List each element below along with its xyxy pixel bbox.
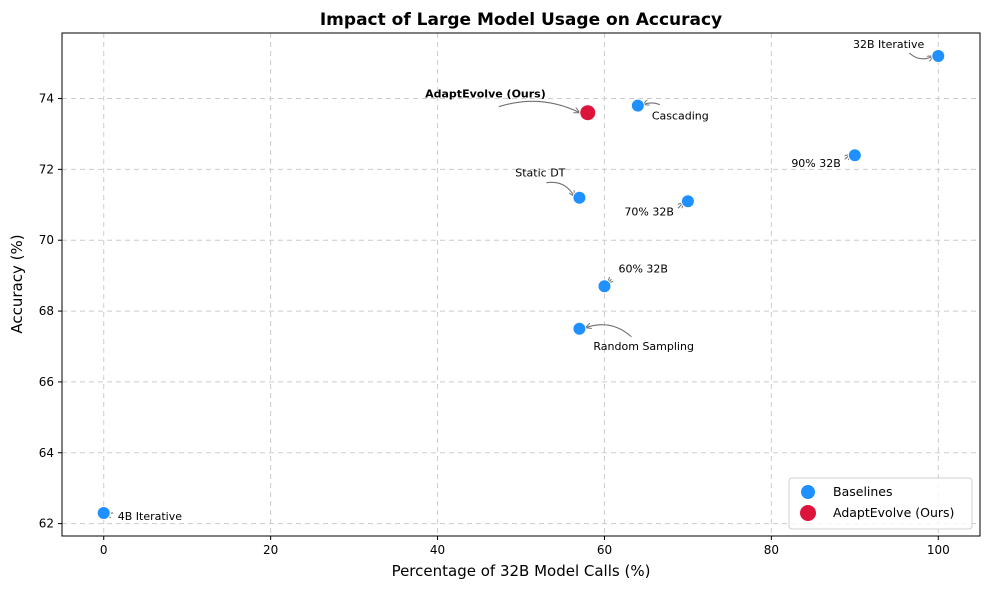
y-tick-label: 62 <box>39 517 54 531</box>
annotation-arrow-32b-iterative <box>908 52 933 59</box>
legend-label-baselines: Baselines <box>833 484 893 499</box>
annotation-4b-iterative: 4B Iterative <box>118 510 183 523</box>
legend: Baselines AdaptEvolve (Ours) <box>788 477 973 530</box>
point-90-32b <box>847 148 862 163</box>
annotation-90-32b: 90% 32B <box>791 157 841 170</box>
point-cascading <box>630 98 645 113</box>
point-4b-iterative <box>96 505 111 520</box>
y-tick-label: 66 <box>39 375 54 389</box>
annotation-arrow-cascading <box>643 103 661 105</box>
point-70-32b <box>680 194 695 209</box>
y-tick-label: 64 <box>39 446 54 460</box>
legend-marker-baselines <box>801 485 815 499</box>
x-tick-label: 80 <box>764 543 779 557</box>
annotation-32b-iterative: 32B Iterative <box>853 38 925 51</box>
annotation-60-32b: 60% 32B <box>618 262 668 275</box>
annotation-arrow-adaptevolve-ours <box>498 100 580 112</box>
point-adaptevolve-ours <box>579 104 597 122</box>
x-tick-label: 0 <box>100 543 108 557</box>
x-tick-label: 20 <box>263 543 278 557</box>
y-tick-label: 68 <box>39 304 54 318</box>
annotation-70-32b: 70% 32B <box>624 205 674 218</box>
y-tick-label: 74 <box>39 92 54 106</box>
point-static-dt <box>572 190 587 205</box>
legend-label-adaptevolve: AdaptEvolve (Ours) <box>833 505 954 520</box>
annotation-arrow-static-dt <box>546 181 574 196</box>
annotation-arrow-random-sampling <box>585 325 632 338</box>
point-32b-iterative <box>931 49 946 64</box>
chart-title: Impact of Large Model Usage on Accuracy <box>320 10 722 30</box>
point-random-sampling <box>572 321 587 336</box>
annotation-random-sampling: Random Sampling <box>593 340 694 353</box>
annotation-cascading: Cascading <box>652 110 709 123</box>
y-axis-title: Accuracy (%) <box>8 234 26 333</box>
x-tick-label: 40 <box>430 543 445 557</box>
legend-marker-adaptevolve <box>800 505 816 521</box>
x-tick-label: 60 <box>597 543 612 557</box>
y-tick-label: 70 <box>39 233 54 247</box>
x-tick-label: 100 <box>927 543 950 557</box>
annotation-adaptevolve-ours: AdaptEvolve (Ours) <box>425 88 546 101</box>
x-axis-title: Percentage of 32B Model Calls (%) <box>392 562 651 580</box>
annotation-static-dt: Static DT <box>515 167 565 180</box>
plot-frame <box>61 32 981 537</box>
legend-frame <box>788 477 973 530</box>
point-60-32b <box>597 279 612 294</box>
y-tick-label: 72 <box>39 162 54 176</box>
